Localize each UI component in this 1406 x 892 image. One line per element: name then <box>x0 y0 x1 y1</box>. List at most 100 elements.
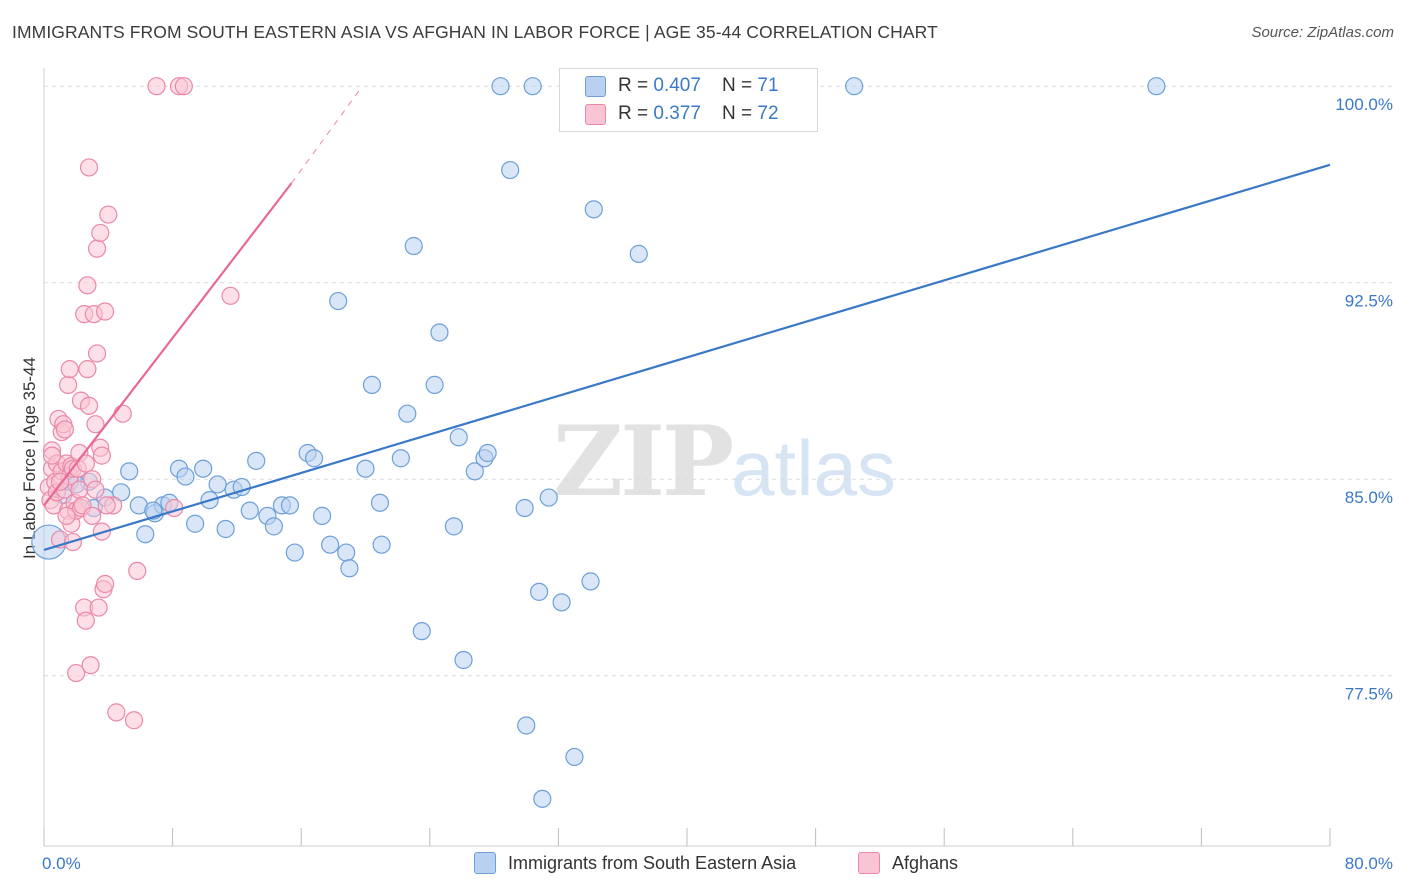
point-series1 <box>444 517 464 536</box>
point-series1 <box>629 244 648 263</box>
point-series1 <box>216 519 235 539</box>
point-series1 <box>329 291 348 311</box>
point-series1 <box>491 77 510 96</box>
series1-r-label: R = <box>618 75 654 96</box>
point-series1 <box>136 525 155 544</box>
trendline-series2 <box>43 182 293 507</box>
point-series1 <box>501 160 520 180</box>
series1-legend-label: Immigrants from South Eastern Asia <box>508 852 797 873</box>
point-series1 <box>391 449 410 468</box>
point-series2 <box>147 77 166 96</box>
point-series1 <box>304 449 324 468</box>
legend-item-series2[interactable]: Afghans <box>858 852 958 874</box>
point-series1 <box>372 535 391 554</box>
point-series1 <box>321 535 340 554</box>
point-series2 <box>55 420 74 439</box>
point-series1 <box>565 747 584 767</box>
point-series1 <box>362 375 382 394</box>
point-series1 <box>478 443 497 463</box>
x-tick-label: 0.0% <box>42 854 81 873</box>
point-series2 <box>42 446 62 465</box>
series-legend: Immigrants from South Eastern Asia Afgha… <box>0 852 1406 878</box>
point-series1 <box>523 77 542 96</box>
point-series1 <box>194 459 213 478</box>
point-series2 <box>86 415 105 434</box>
point-series2 <box>107 703 126 722</box>
series2-legend-label: Afghans <box>892 852 959 873</box>
point-series1 <box>404 236 423 256</box>
point-series1 <box>264 517 283 536</box>
point-series1 <box>454 650 473 670</box>
series2-n-label: N = <box>722 103 758 124</box>
series2-r-value: 0.377 <box>653 103 701 124</box>
point-series1 <box>517 716 536 735</box>
point-series1 <box>533 789 552 808</box>
point-series1 <box>539 488 558 507</box>
point-series1 <box>515 498 534 518</box>
series2-legend-swatch <box>858 852 880 874</box>
point-series2 <box>76 611 95 630</box>
x-tick-label: 80.0% <box>1345 854 1393 873</box>
point-series2 <box>83 506 102 525</box>
point-series2 <box>79 396 99 415</box>
point-series2 <box>78 360 97 379</box>
point-series2 <box>99 205 118 224</box>
point-series2 <box>59 375 78 394</box>
point-series2 <box>60 360 79 379</box>
point-series1 <box>370 493 390 512</box>
point-series2 <box>57 506 76 525</box>
series2-n-value: 72 <box>757 103 779 124</box>
point-series1 <box>337 543 356 562</box>
point-series2 <box>95 302 115 321</box>
point-series2 <box>78 276 97 295</box>
point-series2 <box>95 574 115 594</box>
point-series1 <box>552 593 571 612</box>
y-tick-label: 85.0% <box>1345 488 1393 507</box>
point-series1 <box>398 404 417 423</box>
point-series2 <box>89 598 108 617</box>
stats-legend: R = 0.407 N = 71 R = 0.377 N = 72 <box>559 68 818 132</box>
trendline-series1 <box>43 163 1331 551</box>
trendline-series2-extension <box>291 85 363 184</box>
point-series1 <box>1147 77 1166 96</box>
point-series2 <box>124 711 144 730</box>
point-series2 <box>86 480 105 499</box>
point-series1 <box>412 622 431 641</box>
point-series2 <box>113 404 132 423</box>
watermark: ZIPatlas <box>553 405 896 518</box>
series2-r-label: R = <box>618 103 654 124</box>
point-series2 <box>67 663 86 683</box>
point-series1 <box>280 496 300 515</box>
point-series2 <box>221 286 240 305</box>
point-series2 <box>87 344 107 363</box>
series1-swatch <box>585 75 606 97</box>
point-series2 <box>81 656 100 675</box>
point-series1 <box>356 459 375 478</box>
point-series2 <box>92 446 111 465</box>
point-series1 <box>430 323 449 342</box>
point-series1 <box>247 451 266 470</box>
point-series2 <box>79 158 99 177</box>
point-series1 <box>312 506 332 525</box>
point-series1 <box>186 514 205 533</box>
point-series1 <box>465 462 484 481</box>
legend-item-series1[interactable]: Immigrants from South Eastern Asia <box>474 852 796 874</box>
point-series1 <box>285 543 304 562</box>
point-series2 <box>91 223 110 243</box>
series1-n-value: 71 <box>757 75 779 96</box>
point-series1 <box>584 200 603 219</box>
series1-legend-swatch <box>474 852 496 874</box>
point-series1 <box>176 467 195 486</box>
point-series1 <box>449 428 468 447</box>
watermark-zip: ZIP <box>553 405 734 518</box>
point-series1 <box>208 475 227 494</box>
point-series2 <box>97 496 116 515</box>
point-series1 <box>845 77 864 96</box>
point-series1 <box>340 559 359 578</box>
point-series1 <box>120 462 139 481</box>
point-series1 <box>240 501 259 520</box>
chart-title: IMMIGRANTS FROM SOUTH EASTERN ASIA VS AF… <box>12 22 938 42</box>
series1-r-value: 0.407 <box>653 75 701 96</box>
point-series2 <box>174 77 193 96</box>
